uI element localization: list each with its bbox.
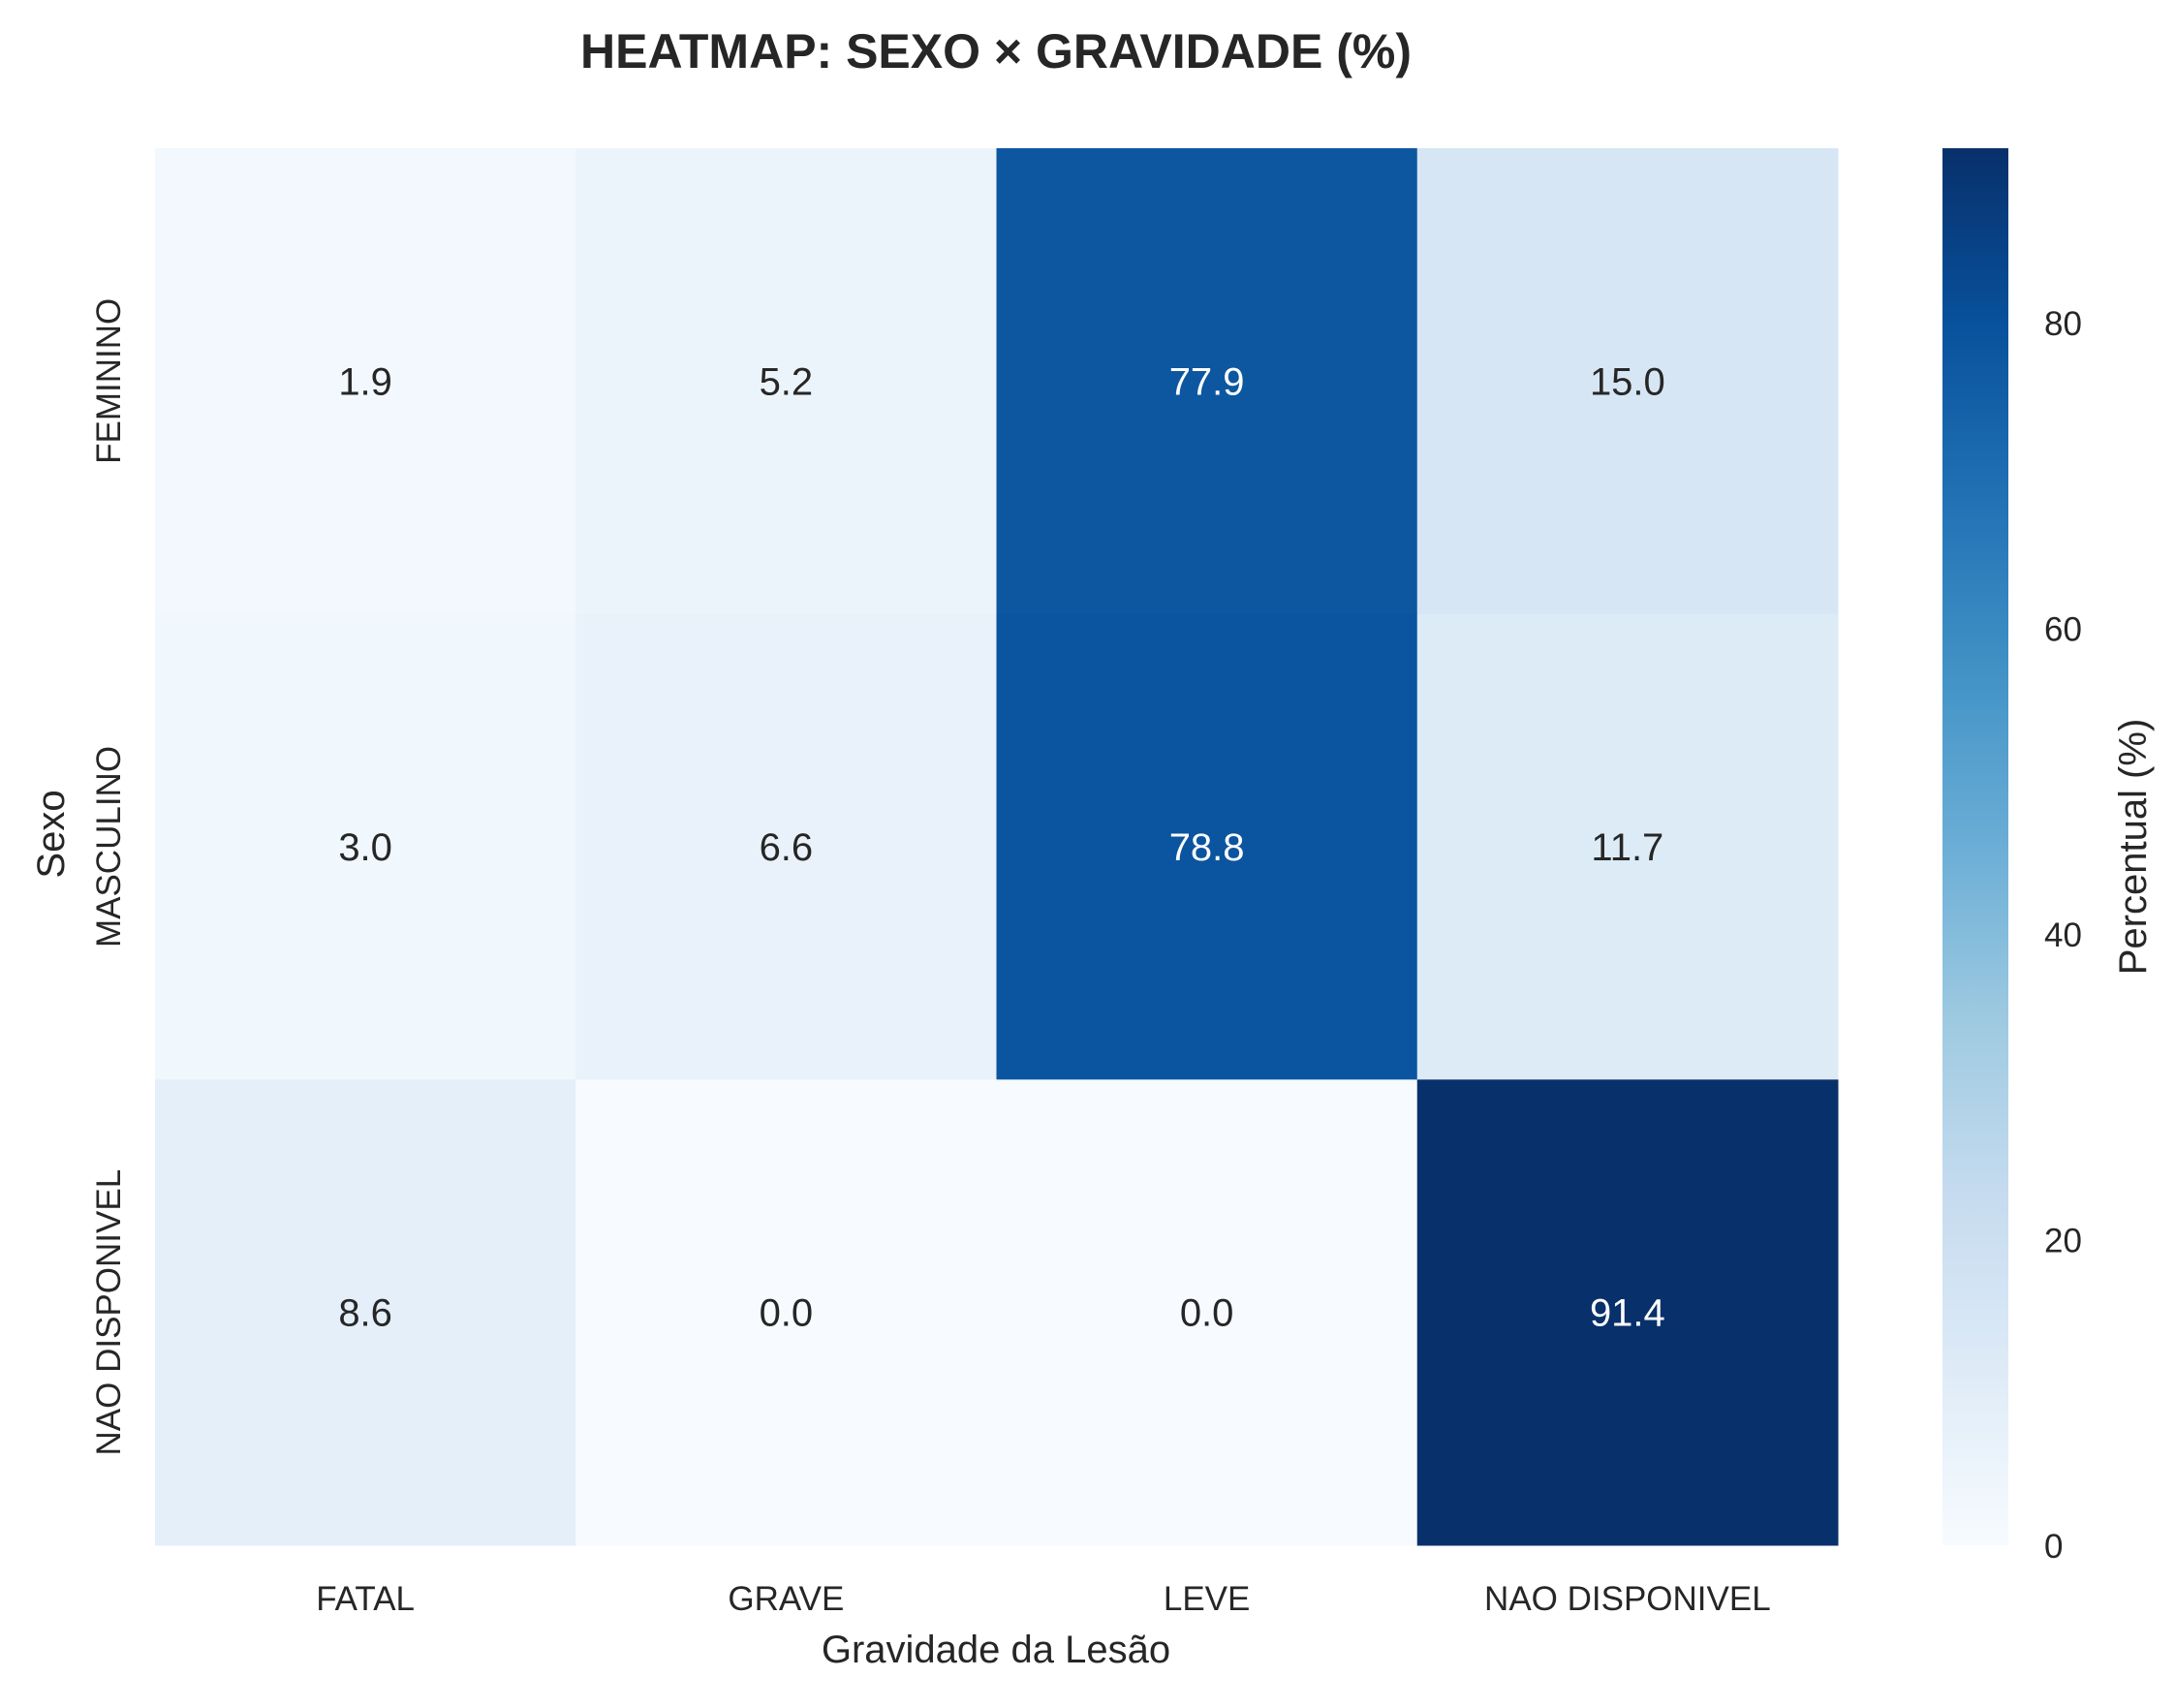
chart-title: HEATMAP: SEXO × GRAVIDADE (%) <box>580 24 1412 78</box>
x-axis-label: Gravidade da Lesão <box>822 1629 1170 1671</box>
cell-value-label-masculino-grave: 6.6 <box>760 826 814 869</box>
cell-value-label-masculino-nao-disponivel: 11.7 <box>1591 826 1663 869</box>
colorbar-ticks: 0 20 40 60 80 <box>2044 305 2082 1566</box>
cell-value-label-feminino-grave: 5.2 <box>760 360 814 403</box>
heatmap-cell-feminino-leve <box>996 148 1418 615</box>
y-tick-labels: FEMININO MASCULINO NAO DISPONIVEL <box>90 298 128 1456</box>
cell-value-label-nao-disponivel-grave: 0.0 <box>760 1292 814 1335</box>
colorbar-tick-label-80: 80 <box>2044 305 2082 343</box>
heatmap-cell-feminino-grave <box>575 148 997 615</box>
colorbar-tick-label-60: 60 <box>2044 610 2082 648</box>
heatmap-cell-masculino-grave <box>575 613 997 1080</box>
cell-value-label-feminino-leve: 77.9 <box>1169 360 1245 403</box>
cell-value-label-nao-disponivel-nao-disponivel: 91.4 <box>1590 1292 1665 1335</box>
heatmap-cells <box>155 148 1839 1546</box>
colorbar-tick-label-40: 40 <box>2044 916 2082 954</box>
colorbar-tick-label-20: 20 <box>2044 1222 2082 1259</box>
heatmap-cell-nao-disponivel-fatal <box>155 1079 576 1546</box>
y-tick-label-masculino: MASCULINO <box>90 746 128 947</box>
x-tick-label-grave: GRAVE <box>728 1580 844 1618</box>
heatmap-cell-masculino-nao-disponivel <box>1416 613 1839 1080</box>
heatmap-cell-masculino-fatal <box>155 613 576 1080</box>
cell-value-label-masculino-leve: 78.8 <box>1169 826 1245 869</box>
cell-value-label-feminino-fatal: 1.9 <box>338 360 392 403</box>
heatmap-cell-masculino-leve <box>996 613 1418 1080</box>
y-axis-label: Sexo <box>30 790 73 878</box>
cell-value-label-feminino-nao-disponivel: 15.0 <box>1590 360 1665 403</box>
cell-value-label-nao-disponivel-leve: 0.0 <box>1180 1292 1234 1335</box>
y-tick-label-feminino: FEMININO <box>90 298 128 464</box>
heatmap-cell-labels: 1.9 5.2 77.9 15.0 3.0 6.6 78.8 11.7 8.6 0.0 0.0 91.… <box>338 360 1664 1334</box>
colorbar <box>1942 148 2008 1545</box>
x-tick-labels: FATAL GRAVE LEVE NAO DISPONIVEL <box>316 1580 1770 1618</box>
x-tick-label-nao-disponivel: NAO DISPONIVEL <box>1484 1580 1771 1618</box>
x-tick-label-leve: LEVE <box>1164 1580 1251 1618</box>
colorbar-label: Percentual (%) <box>2112 719 2155 976</box>
heatmap-cell-feminino-fatal <box>155 148 576 615</box>
x-tick-label-fatal: FATAL <box>316 1580 415 1618</box>
heatmap-cell-nao-disponivel-nao-disponivel <box>1416 1079 1839 1546</box>
colorbar-tick-label-0: 0 <box>2044 1528 2063 1566</box>
heatmap-cell-feminino-nao-disponivel <box>1416 148 1839 615</box>
heatmap-cell-nao-disponivel-grave <box>575 1079 997 1546</box>
cell-value-label-nao-disponivel-fatal: 8.6 <box>338 1292 392 1335</box>
cell-value-label-masculino-fatal: 3.0 <box>338 826 392 869</box>
heatmap-cell-nao-disponivel-leve <box>996 1079 1418 1546</box>
y-tick-label-nao-disponivel: NAO DISPONIVEL <box>90 1169 128 1456</box>
